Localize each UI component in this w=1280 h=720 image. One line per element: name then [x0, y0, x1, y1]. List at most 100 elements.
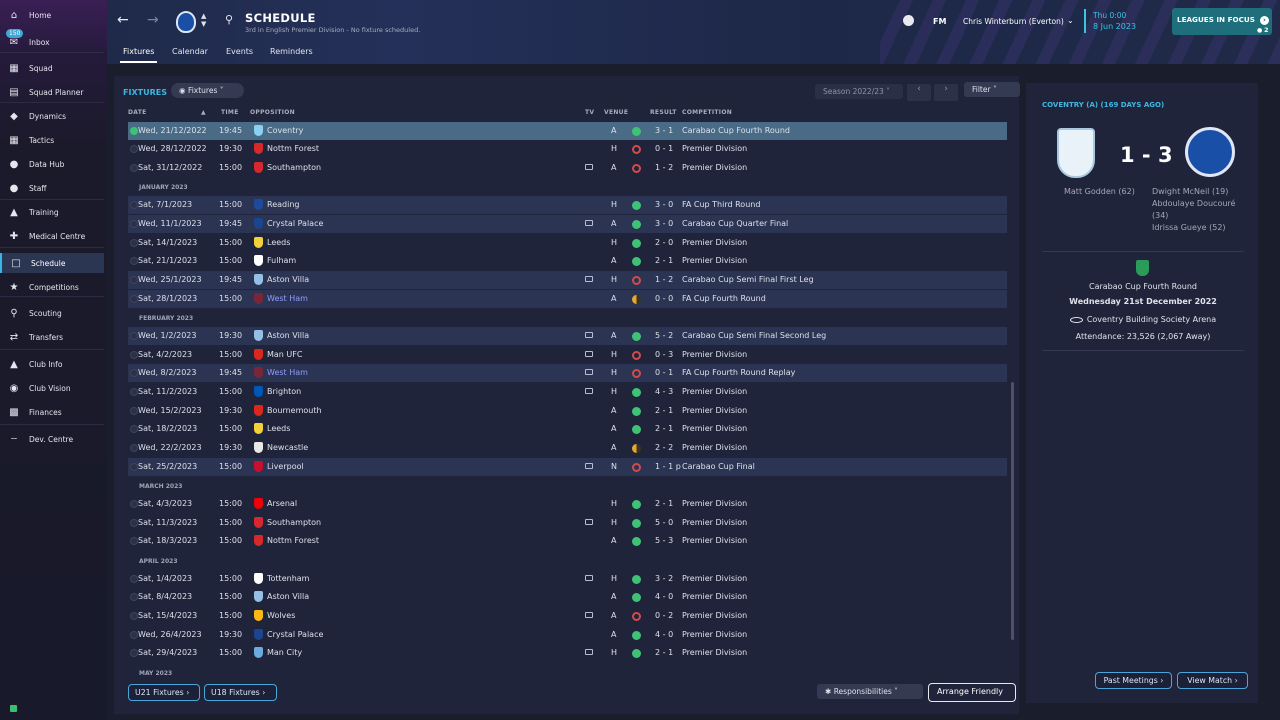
sidebar-item-competitions[interactable]: ★ Competitions [0, 277, 104, 297]
table-row[interactable]: Wed, 8/2/2023 19:45 West Ham H 0 - 1 FA Cup F… [128, 364, 1007, 382]
fixture-time: 15:00 [219, 611, 243, 620]
sidebar-item-dev-centre[interactable]: ┄ Dev. Centre [0, 429, 104, 449]
column-header-result[interactable]: RESULT [650, 109, 677, 116]
arrange-friendly-button[interactable]: Arrange Friendly [928, 683, 1016, 702]
tab-reminders[interactable]: Reminders [270, 47, 313, 56]
table-row[interactable]: Sat, 14/1/2023 15:00 Leeds H 2 - 0 Premier Di… [128, 234, 1007, 252]
column-header-venue[interactable]: VENUE [604, 109, 629, 116]
sidebar-item-home[interactable]: ⌂ Home [0, 5, 104, 25]
club-crest-icon[interactable] [176, 11, 196, 33]
fixture-status-icon [130, 612, 138, 620]
column-header-time[interactable]: TIME [221, 109, 239, 116]
sidebar-item-club-vision[interactable]: ◉ Club Vision [0, 378, 104, 398]
column-header-opposition[interactable]: OPPOSITION [250, 109, 295, 116]
sidebar-item-schedule[interactable]: □ Schedule [0, 253, 104, 273]
view-match-button[interactable]: View Match › [1177, 672, 1248, 689]
table-row[interactable]: Wed, 11/1/2023 19:45 Crystal Palace A 3 - 0 C… [128, 215, 1007, 233]
fixture-competition: Carabao Cup Semi Final First Leg [682, 275, 814, 284]
fixtures-view-dropdown[interactable]: ◉ Fixtures ˅ [171, 83, 244, 98]
sidebar-item-medical-centre[interactable]: ✚ Medical Centre [0, 226, 104, 246]
table-row[interactable]: Wed, 1/2/2023 19:30 Aston Villa A 5 - 2 Carab… [128, 327, 1007, 345]
column-header-date[interactable]: DATE [128, 109, 147, 116]
back-arrow-icon[interactable]: ← [117, 12, 129, 28]
table-row[interactable]: Sat, 4/2/2023 15:00 Man UFC H 0 - 3 Premier D… [128, 346, 1007, 364]
responsibilities-dropdown[interactable]: ✱ Responsibilities ˅ [817, 684, 923, 699]
u21-fixtures-button[interactable]: U21 Fixtures › [128, 684, 200, 701]
sidebar-item-label: Competitions [29, 282, 79, 292]
transfers-icon: ⇄ [9, 331, 19, 343]
sidebar-item-transfers[interactable]: ⇄ Transfers [0, 327, 104, 347]
sidebar-item-squad[interactable]: ▦ Squad [0, 58, 104, 78]
table-row[interactable]: Sat, 31/12/2022 15:00 Southampton A 1 - 2 Pre… [128, 159, 1007, 177]
everton-crest-icon[interactable] [1185, 127, 1235, 177]
eye-icon: ◉ [179, 86, 186, 95]
table-row[interactable]: Sat, 21/1/2023 15:00 Fulham A 2 - 1 Premier D… [128, 252, 1007, 270]
table-row[interactable]: Sat, 18/3/2023 15:00 Nottm Forest A 5 - 3 Pre… [128, 532, 1007, 550]
table-row[interactable]: Sat, 29/4/2023 15:00 Man City H 2 - 1 Premier… [128, 644, 1007, 662]
next-season-button[interactable]: › [934, 84, 958, 101]
coventry-crest-icon[interactable] [1057, 128, 1095, 178]
sidebar-item-scouting[interactable]: ⚲ Scouting [0, 303, 104, 323]
fixture-score: 3 - 0 [655, 200, 674, 209]
tab-events[interactable]: Events [226, 47, 254, 56]
sidebar-item-squad-planner[interactable]: ▤ Squad Planner [0, 82, 104, 102]
sidebar-item-training[interactable]: ▲ Training [0, 202, 104, 222]
sidebar-item-label: Training [29, 207, 59, 217]
sidebar-item-label: Club Info [29, 359, 63, 369]
table-row[interactable]: Wed, 26/4/2023 19:30 Crystal Palace A 4 - 0 P… [128, 626, 1007, 644]
fixture-score: 5 - 3 [655, 536, 674, 545]
forward-arrow-icon[interactable]: → [147, 12, 159, 28]
sidebar-divider [0, 424, 104, 425]
match-panel-title[interactable]: COVENTRY (A) (169 DAYS AGO) [1042, 101, 1165, 109]
table-row[interactable]: Sat, 18/2/2023 15:00 Leeds A 2 - 1 Premier Di… [128, 420, 1007, 438]
sidebar-item-inbox[interactable]: ✉ Inbox 150 [0, 29, 104, 52]
previous-season-button[interactable]: ‹ [907, 84, 931, 101]
fixture-opposition: Southampton [267, 518, 322, 527]
table-row[interactable]: Sat, 15/4/2023 15:00 Wolves A 0 - 2 Premier D… [128, 607, 1007, 625]
table-row[interactable]: Wed, 25/1/2023 19:45 Aston Villa H 1 - 2 Cara… [128, 271, 1007, 289]
sidebar-item-dynamics[interactable]: ◆ Dynamics [0, 106, 104, 126]
sidebar-item-club-info[interactable]: ▲ Club Info [0, 354, 104, 374]
table-row[interactable]: Sat, 28/1/2023 15:00 West Ham A 0 - 0 FA Cup … [128, 290, 1007, 308]
fm-logo[interactable]: FM [933, 17, 947, 26]
table-row[interactable]: Sat, 8/4/2023 15:00 Aston Villa A 4 - 0 Premi… [128, 588, 1007, 606]
filter-dropdown[interactable]: Filter ˅ [964, 82, 1020, 97]
tv-icon [585, 276, 593, 282]
table-row[interactable]: Sat, 4/3/2023 15:00 Arsenal H 2 - 1 Premier D… [128, 495, 1007, 513]
season-dropdown[interactable]: Season 2022/23 ˅ [815, 84, 903, 99]
manager-name[interactable]: Chris Winterburn (Everton) [963, 17, 1064, 26]
fixture-date: Sat, 8/4/2023 [138, 592, 193, 601]
sidebar-item-finances[interactable]: ▩ Finances [0, 402, 104, 422]
table-row[interactable]: Wed, 21/12/2022 19:45 Coventry A 3 - 1 Caraba… [128, 122, 1007, 140]
fixture-status-icon [130, 164, 138, 172]
manager-chevron-down-icon[interactable]: ⌄ [1067, 16, 1074, 25]
sort-arrow-icon[interactable]: ▲ [201, 109, 206, 116]
leagues-in-focus-button[interactable]: LEAGUES IN FOCUS › ● 2 [1172, 8, 1272, 35]
tab-calendar[interactable]: Calendar [172, 47, 208, 56]
fixture-status-icon [130, 463, 138, 471]
table-row[interactable]: Wed, 22/2/2023 19:30 Newcastle A 2 - 2 Premie… [128, 439, 1007, 457]
table-row[interactable]: Sat, 11/2/2023 15:00 Brighton H 4 - 3 Premier… [128, 383, 1007, 401]
ball-icon[interactable] [903, 15, 914, 26]
past-meetings-button[interactable]: Past Meetings › [1095, 672, 1172, 689]
match-stadium: Coventry Building Society Arena [1086, 315, 1217, 324]
away-scorer-2-minute: (34) [1152, 211, 1169, 220]
table-row[interactable]: Sat, 1/4/2023 15:00 Tottenham H 3 - 2 Premier… [128, 570, 1007, 588]
fixture-time: 15:00 [219, 200, 243, 209]
table-row[interactable]: Sat, 7/1/2023 15:00 Reading H 3 - 0 FA Cup Th… [128, 196, 1007, 214]
column-header-competition[interactable]: COMPETITION [682, 109, 733, 116]
table-row[interactable]: Wed, 15/2/2023 19:30 Bournemouth A 2 - 1 Prem… [128, 402, 1007, 420]
table-row[interactable]: Sat, 25/2/2023 15:00 Liverpool N 1 - 1 p Cara… [128, 458, 1007, 476]
sidebar-item-data-hub[interactable]: ● Data Hub [0, 154, 104, 174]
search-icon[interactable]: ⚲ [225, 13, 234, 26]
sidebar-item-tactics[interactable]: ▦ Tactics [0, 130, 104, 150]
club-switch-chevron-icon[interactable]: ▲ ▼ [201, 12, 207, 28]
tab-fixtures[interactable]: Fixtures [119, 47, 158, 63]
sidebar-item-staff[interactable]: ● Staff [0, 178, 104, 198]
fixture-time: 15:00 [219, 350, 243, 359]
column-header-tv[interactable]: TV [585, 109, 595, 116]
fixtures-scrollbar[interactable] [1011, 382, 1014, 640]
table-row[interactable]: Wed, 28/12/2022 19:30 Nottm Forest H 0 - 1 Pr… [128, 140, 1007, 158]
u18-fixtures-button[interactable]: U18 Fixtures › [204, 684, 277, 701]
table-row[interactable]: Sat, 11/3/2023 15:00 Southampton H 5 - 0 Prem… [128, 514, 1007, 532]
